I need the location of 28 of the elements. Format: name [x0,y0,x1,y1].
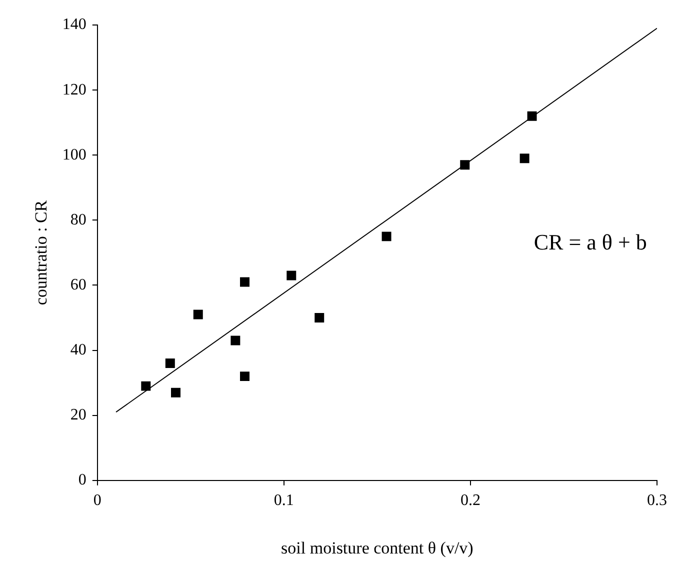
point [460,160,470,170]
y-tick-label: 80 [70,211,86,228]
point [230,336,240,346]
y-tick-label: 40 [70,341,86,358]
y-tick-label: 140 [62,16,86,34]
point [240,372,250,382]
point [520,154,530,164]
y-tick-label: 60 [70,276,86,294]
point [527,111,537,121]
y-tick-label: 0 [78,472,86,489]
annotation: CR = a θ + b [534,229,647,254]
point [165,358,175,368]
point [171,388,180,398]
x-axis-title: soil moisture content θ (v/v) [281,538,474,558]
y-tick-label: 120 [62,81,86,98]
y-axis-title: countratio : CR [32,200,51,306]
point [240,277,250,287]
x-tick-label: 0.1 [274,492,294,510]
x-tick-label: 0.3 [647,492,667,510]
point [286,270,296,280]
point [382,232,392,242]
y-tick-label: 100 [62,146,86,164]
y-tick-label: 20 [70,406,86,424]
x-tick-label: 0 [93,492,102,510]
point [314,313,324,322]
point [193,310,203,320]
point [141,381,151,391]
x-tick-label: 0.2 [460,492,480,510]
